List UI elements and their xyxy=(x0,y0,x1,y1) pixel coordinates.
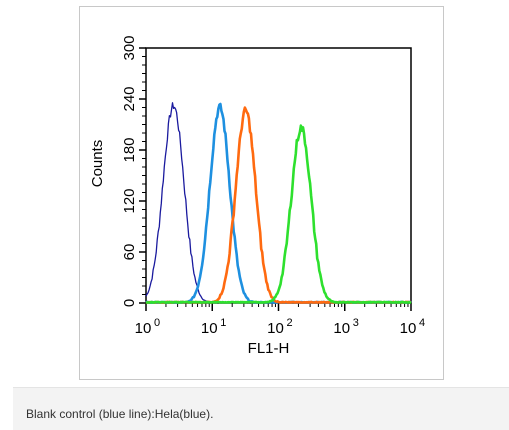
histogram-series-1 xyxy=(145,102,412,304)
caption-bar: Blank control (blue line):Hela(blue). xyxy=(13,387,509,430)
x-tick-exponent: 3 xyxy=(353,317,359,329)
figure-box: 0 60 120 180 240 300 10 0 10 1 10 2 10 3 10 4 Counts F… xyxy=(79,6,444,380)
x-tick-label: 10 xyxy=(135,320,152,337)
x-tick-exponent: 4 xyxy=(419,317,425,329)
x-tick-label: 10 xyxy=(201,320,218,337)
figure-caption: Blank control (blue line):Hela(blue). xyxy=(26,407,214,421)
y-tick-label: 240 xyxy=(121,86,138,111)
y-tick-label: 0 xyxy=(121,299,138,307)
plot-frame xyxy=(145,47,412,304)
x-tick-exponent: 0 xyxy=(154,317,160,329)
x-axis-title: FL1-H xyxy=(248,340,290,357)
y-tick-label: 120 xyxy=(121,188,138,213)
x-tick-label: 10 xyxy=(267,320,284,337)
x-tick-exponent: 2 xyxy=(287,317,293,329)
y-axis-title: Counts xyxy=(89,140,106,188)
y-tick-label: 180 xyxy=(121,137,138,162)
histogram-series-4 xyxy=(145,124,412,304)
y-tick-label: 300 xyxy=(121,35,138,60)
x-tick-exponent: 1 xyxy=(220,317,226,329)
x-tick-label: 10 xyxy=(400,320,417,337)
x-tick-label: 10 xyxy=(333,320,350,337)
y-tick-label: 60 xyxy=(121,244,138,261)
